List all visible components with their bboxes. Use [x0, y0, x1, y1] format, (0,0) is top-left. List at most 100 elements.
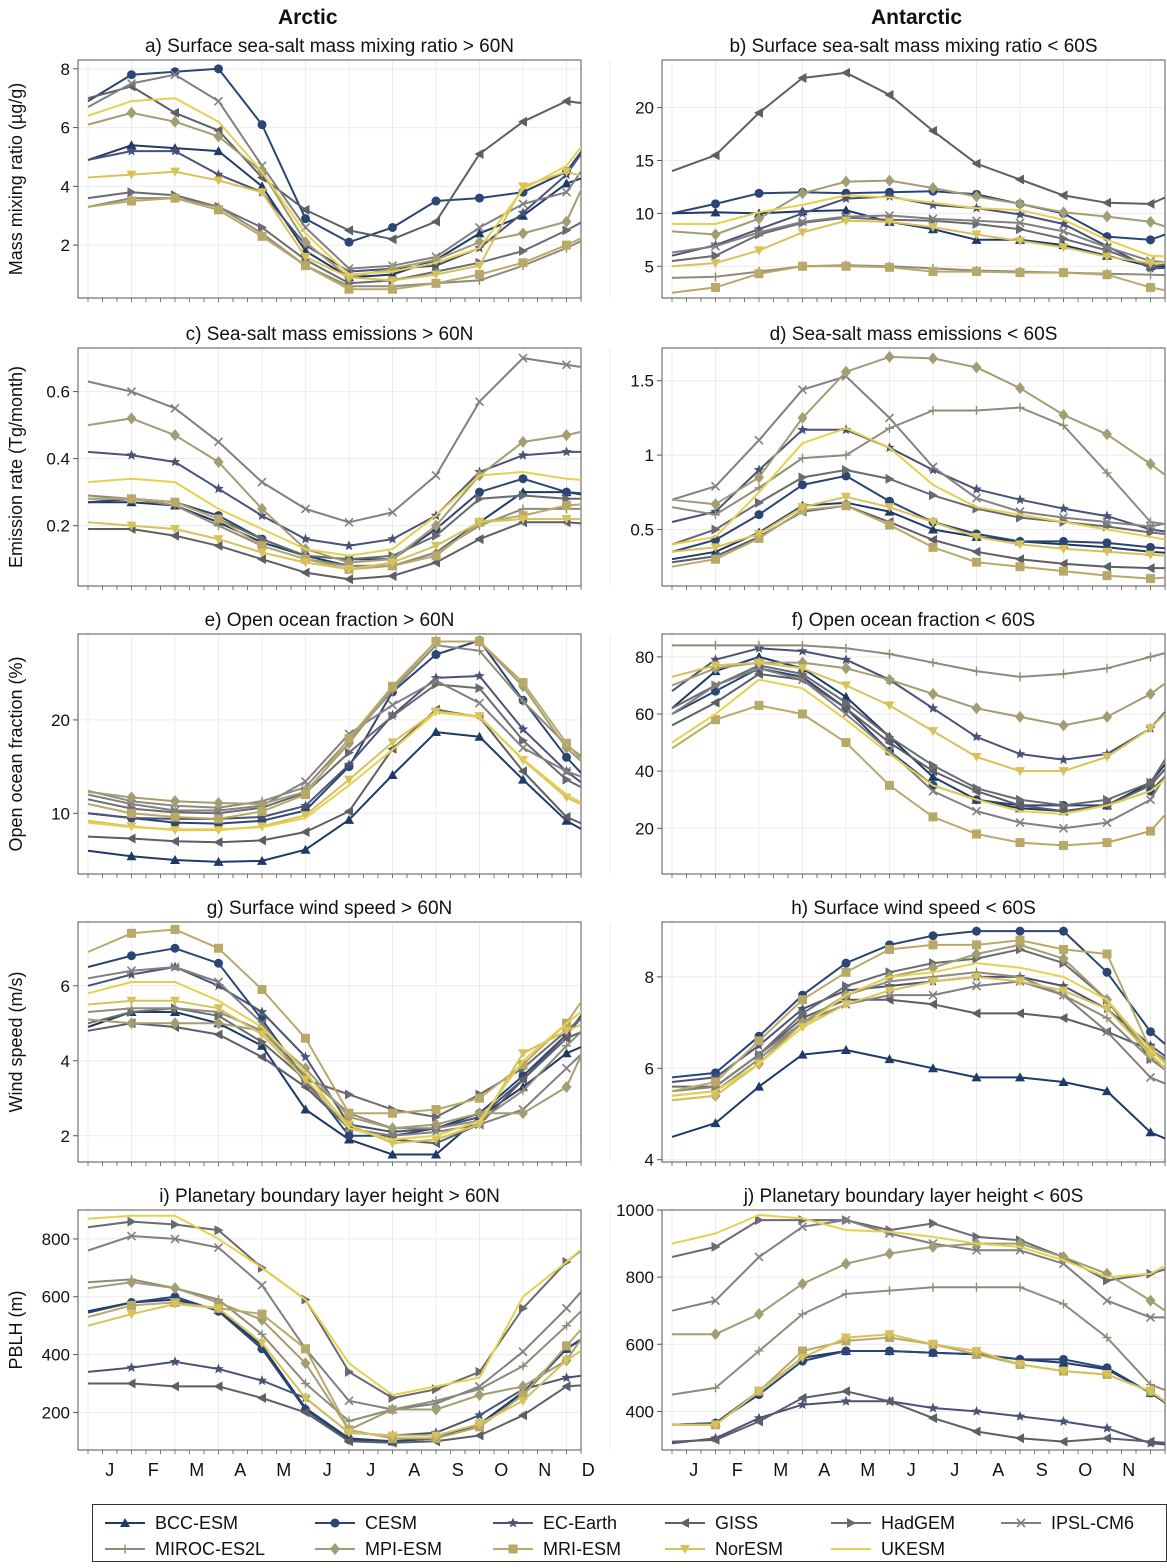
legend: BCC-ESM CESM EC-Earth GISS HadGEM IPSL-CM6 MIR…	[92, 1504, 1167, 1562]
data-point	[797, 1003, 808, 1014]
data-point	[841, 681, 851, 691]
data-point	[971, 532, 982, 542]
y-tick-label: 4	[61, 177, 70, 196]
data-point	[431, 1118, 441, 1131]
legend-label: MPI-ESM	[365, 1539, 442, 1559]
series-miroc-es2l	[671, 403, 1165, 527]
legend-item-mri-esm: MRI-ESM	[493, 1539, 621, 1559]
data-point	[971, 972, 982, 982]
data-point	[170, 1282, 180, 1295]
data-point	[1102, 468, 1112, 478]
month-label: O	[1078, 1460, 1092, 1480]
data-point	[257, 855, 267, 865]
data-point	[841, 450, 851, 460]
data-point	[300, 800, 311, 811]
data-point	[710, 654, 721, 665]
data-point	[126, 833, 136, 844]
data-point	[1146, 1027, 1155, 1037]
series-line	[671, 1390, 1165, 1444]
data-point	[928, 267, 938, 277]
series-giss	[88, 517, 581, 585]
data-point	[711, 1241, 721, 1252]
data-point	[841, 1333, 851, 1343]
data-point	[431, 650, 441, 660]
panel-title: j) Planetary boundary layer height < 60S	[743, 1186, 1084, 1207]
data-point	[842, 697, 851, 708]
data-point	[928, 462, 938, 472]
legend-marker	[680, 1518, 689, 1528]
data-point	[127, 70, 136, 80]
data-point	[431, 636, 441, 646]
data-point	[519, 735, 528, 746]
y-tick-label: 2	[61, 236, 70, 255]
data-point	[170, 115, 180, 128]
data-point	[1015, 1282, 1025, 1292]
data-point	[474, 534, 484, 545]
data-point	[518, 258, 528, 268]
data-point	[1102, 517, 1112, 527]
data-point	[432, 530, 441, 541]
data-point	[840, 193, 852, 203]
data-point	[928, 214, 938, 224]
data-point	[561, 446, 572, 457]
data-point	[972, 829, 981, 839]
data-point	[884, 737, 894, 748]
data-point	[213, 146, 224, 156]
series-mri-esm	[87, 925, 581, 1118]
series-hadgem	[671, 1215, 1165, 1286]
data-point	[884, 701, 895, 711]
data-point	[344, 1428, 354, 1438]
data-point	[213, 856, 224, 866]
data-point	[1102, 1027, 1112, 1037]
data-point	[562, 1321, 571, 1331]
data-point	[754, 471, 764, 484]
data-point	[1015, 197, 1025, 210]
data-point	[170, 854, 180, 864]
data-point	[1058, 754, 1069, 765]
data-point	[884, 217, 895, 227]
data-point	[755, 1215, 764, 1226]
data-point	[127, 187, 137, 198]
legend-label: NorESM	[715, 1539, 783, 1559]
data-point	[170, 67, 180, 77]
data-point	[214, 64, 223, 74]
data-point	[711, 250, 721, 261]
data-point	[170, 795, 180, 808]
month-label: J	[105, 1460, 114, 1480]
data-point	[1102, 1333, 1112, 1343]
data-point	[387, 1149, 398, 1159]
data-point	[885, 423, 894, 433]
series-line	[87, 1214, 581, 1397]
data-point	[841, 365, 851, 378]
data-point	[561, 178, 572, 188]
data-point	[344, 734, 354, 744]
data-point	[387, 507, 398, 517]
data-point	[127, 196, 136, 206]
data-point	[562, 738, 571, 748]
data-point	[1058, 206, 1069, 219]
data-point	[1146, 527, 1156, 538]
series-line	[87, 711, 581, 831]
series-noresm	[87, 514, 581, 575]
data-point	[755, 497, 764, 508]
series-ukesm	[87, 471, 581, 557]
data-point	[797, 72, 807, 83]
data-point	[1015, 218, 1025, 228]
data-point	[754, 529, 764, 539]
data-point	[474, 1409, 485, 1420]
data-point	[1102, 561, 1111, 572]
data-point	[1059, 944, 1068, 954]
data-point	[711, 715, 720, 725]
legend-item-bcc-esm: BCC-ESM	[105, 1513, 238, 1533]
data-point	[1102, 197, 1111, 208]
data-point	[475, 269, 484, 279]
data-point	[840, 654, 852, 665]
data-point	[754, 1081, 764, 1091]
data-point	[214, 943, 223, 953]
y-tick-label: 400	[42, 1346, 70, 1365]
series-group	[671, 640, 1165, 850]
data-point	[710, 150, 720, 161]
series-ukesm	[87, 97, 581, 276]
data-point	[710, 481, 721, 491]
data-point	[126, 140, 137, 150]
